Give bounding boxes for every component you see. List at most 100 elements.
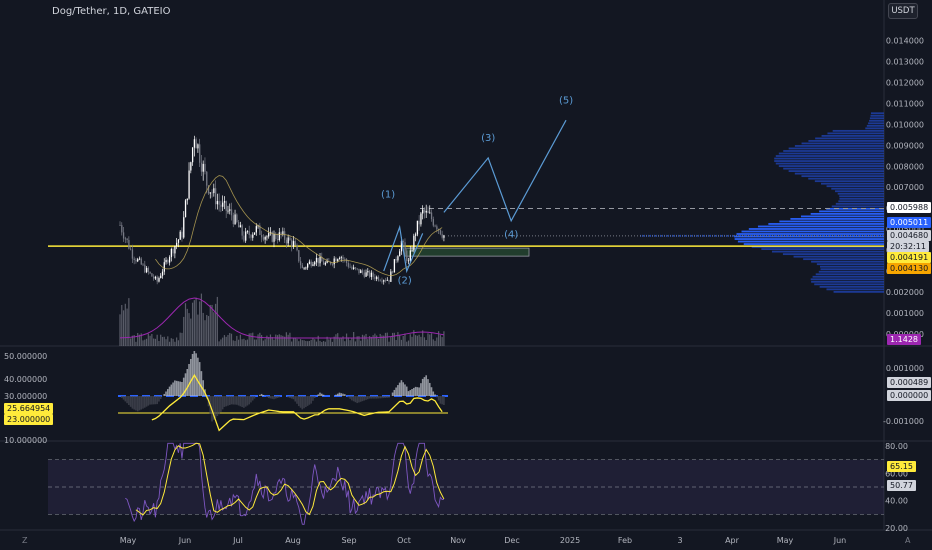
volume-bar	[121, 304, 123, 346]
volume-profile-bar	[837, 192, 884, 195]
candle-body	[299, 261, 302, 266]
volume-profile-bar	[839, 197, 884, 200]
rsi-value-label: 65.15	[887, 461, 916, 472]
volume-bar	[262, 340, 264, 346]
osc-histogram-bar	[237, 396, 240, 406]
volume-bar	[124, 303, 126, 346]
candle-body	[174, 245, 176, 254]
osc-histogram-bar	[287, 396, 289, 398]
candles	[119, 135, 445, 285]
volume-bar	[269, 334, 272, 346]
candle-body	[432, 219, 434, 226]
volume-bar	[298, 341, 300, 346]
volume-bar	[376, 335, 378, 346]
volume-bar	[330, 337, 332, 346]
candle-body	[220, 204, 222, 207]
volume-bar	[172, 338, 174, 346]
candle-body	[383, 280, 385, 282]
volume-bar	[186, 308, 188, 346]
wave-label-5: (5)	[559, 95, 573, 106]
volume-profile-bar	[771, 250, 884, 253]
volume-bar	[287, 334, 289, 346]
osc-histogram-bar	[428, 382, 431, 396]
volume-bar	[184, 303, 187, 346]
rsi-tick-label: 40.00	[885, 497, 908, 506]
osc-histogram-bar	[230, 396, 233, 405]
osc-histogram-bar	[386, 396, 389, 398]
candle-body	[388, 279, 390, 282]
volume-bar	[319, 340, 321, 346]
osc-histogram-bar	[320, 393, 323, 396]
osc-left-value-label: 25.664954	[4, 403, 54, 414]
time-tick-label: Nov	[450, 536, 466, 545]
candle-body	[427, 210, 429, 213]
volume-bar	[441, 337, 443, 346]
osc-histogram-bar	[340, 393, 343, 396]
osc-histogram-bar	[165, 391, 167, 396]
volume-bar	[338, 338, 341, 346]
osc-histogram-bar	[343, 394, 346, 396]
volume-bar	[291, 341, 293, 346]
osc-histogram-bar	[278, 396, 281, 398]
candle-body	[344, 258, 346, 260]
osc-histogram-bar	[149, 396, 151, 405]
candle-body	[418, 220, 420, 225]
volume-bar	[340, 337, 342, 346]
volume-profile-bar	[768, 223, 884, 225]
candle-body	[330, 261, 332, 265]
osc-histogram-bar	[131, 396, 134, 409]
osc-histogram-bar	[220, 396, 222, 412]
osc-histogram-bar	[158, 396, 160, 402]
osc-histogram-bar	[262, 394, 265, 396]
volume-bar	[374, 333, 376, 346]
osc-histogram-bar	[398, 382, 401, 396]
volume-profile-bar	[812, 275, 884, 278]
volume-profile-bar	[826, 288, 884, 291]
volume-profile-bar	[815, 273, 884, 276]
timezone-z-button[interactable]: Z	[22, 536, 28, 545]
volume-bar	[130, 338, 132, 346]
currency-button[interactable]: USDT	[888, 3, 918, 19]
osc-histogram-bar	[342, 393, 344, 396]
osc-histogram-bar	[190, 358, 192, 396]
candle-body	[422, 209, 424, 214]
candle-body	[214, 188, 217, 205]
candle-body	[204, 163, 206, 172]
candle-body	[414, 234, 417, 236]
auto-scale-button[interactable]: A	[905, 536, 911, 545]
candle-body	[259, 225, 261, 235]
price-tick-label: 0.014000	[886, 36, 924, 45]
candle-body	[337, 259, 339, 262]
candle-body	[168, 257, 171, 263]
volume-bar	[160, 334, 162, 346]
osc-histogram-bar	[253, 396, 256, 399]
candle-body	[353, 267, 355, 270]
volume-profile-bar	[869, 117, 884, 120]
volume-bar	[204, 320, 206, 346]
osc-histogram-bar	[427, 379, 429, 396]
candle-body	[317, 257, 319, 264]
volume-bar	[259, 332, 261, 346]
volume-profile-bar	[778, 152, 884, 155]
volume-bar	[188, 313, 190, 346]
candle-body	[225, 201, 227, 211]
candle-body	[420, 213, 422, 225]
volume-profile-bar	[866, 124, 884, 127]
volume-bar	[430, 333, 433, 346]
volume-profile-bar	[775, 162, 884, 165]
candle-body	[429, 212, 431, 214]
osc-histogram-bar	[359, 396, 362, 402]
candle-body	[191, 147, 194, 163]
osc-histogram-bar	[163, 393, 166, 396]
osc-histogram-bar	[195, 353, 197, 396]
candle-body	[351, 267, 353, 270]
symbol-title: Dog/Tether, 1D, GATEIO	[52, 6, 171, 17]
candle-body	[119, 224, 121, 226]
volume-bar	[273, 339, 275, 346]
candle-body	[179, 231, 181, 240]
volume-profile-bar	[832, 129, 884, 132]
volume-bar	[151, 333, 153, 346]
candle-body	[151, 273, 153, 277]
time-tick-label: Jun	[178, 536, 192, 545]
